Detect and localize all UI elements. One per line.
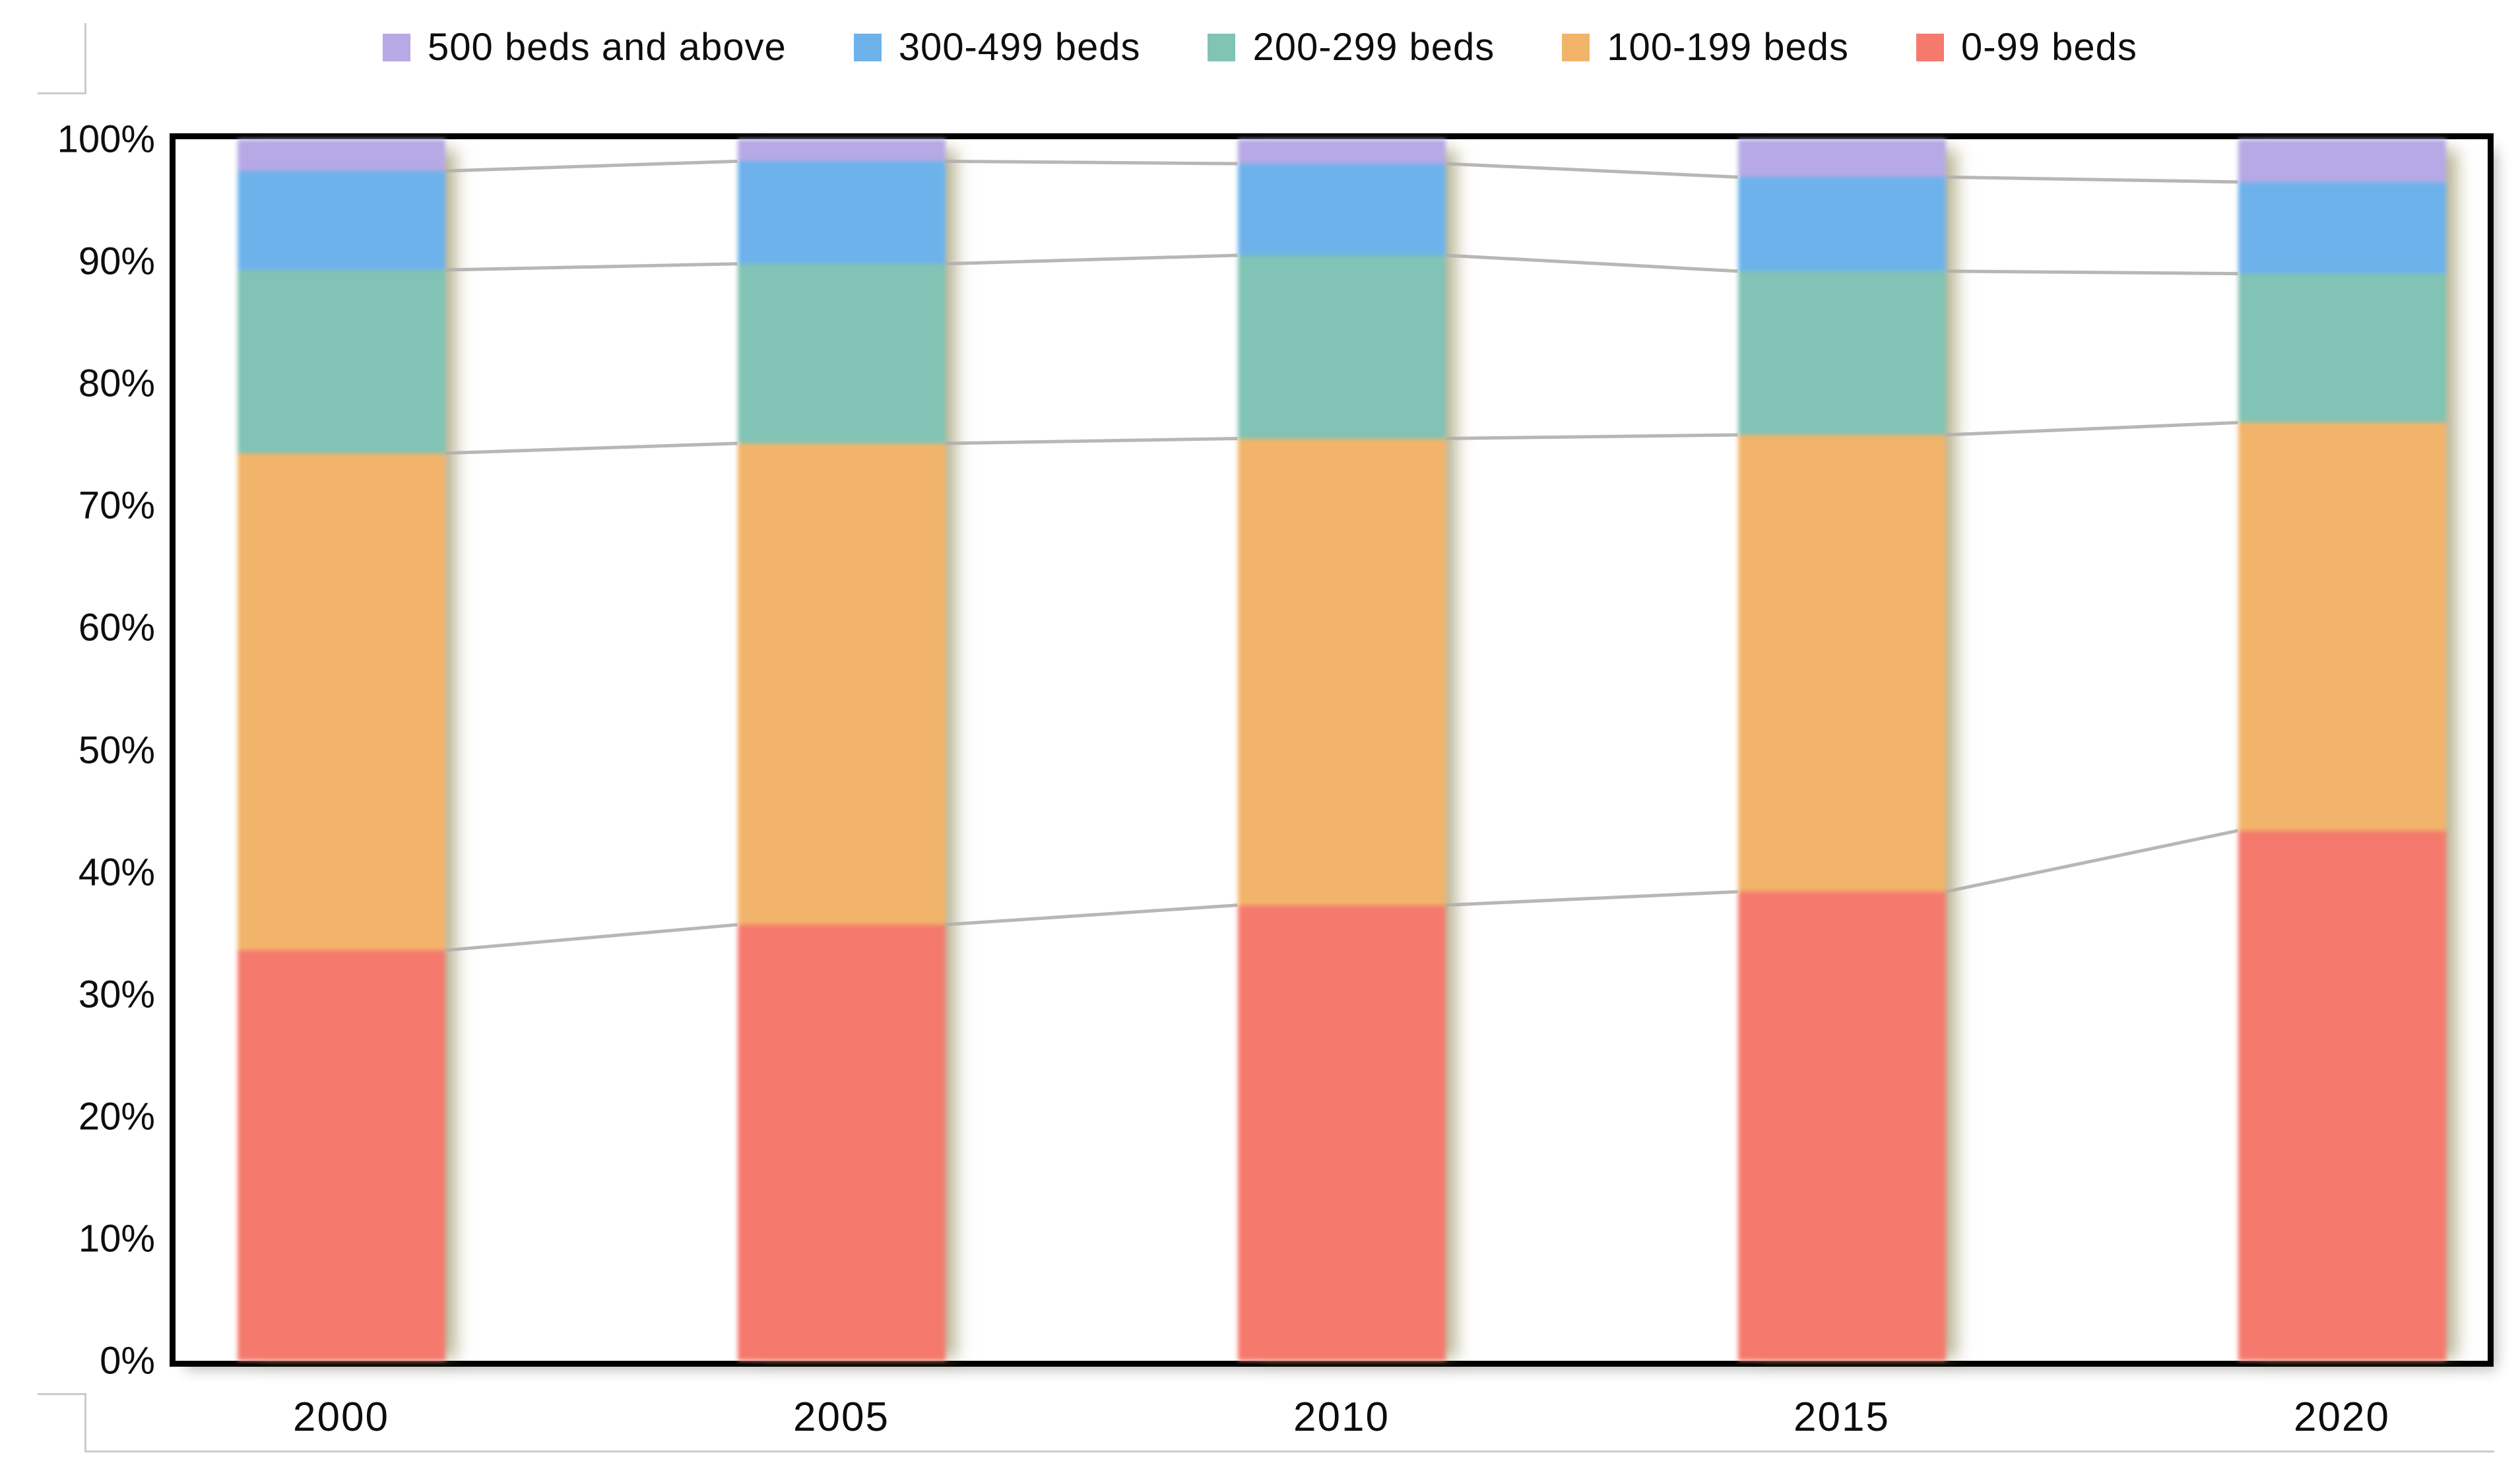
- bar-segment: [737, 161, 946, 264]
- series-connector-line: [445, 441, 738, 455]
- legend-label: 100-199 beds: [1607, 26, 1849, 69]
- series-connector-line: [1945, 175, 2238, 184]
- legend-item: 300-499 beds: [853, 25, 1141, 69]
- bar-segment: [2238, 422, 2446, 831]
- legend-item: 100-199 beds: [1562, 25, 1849, 69]
- bar-segment: [2238, 139, 2446, 182]
- series-connector-lines: [445, 159, 2239, 952]
- bar-stack-2020: [2238, 139, 2446, 1361]
- plot-inner: [176, 139, 2488, 1361]
- gridline-fragment: [38, 1393, 86, 1395]
- bar-segment: [1737, 271, 1946, 435]
- bar-segment: [1737, 177, 1946, 271]
- plot-area: [170, 133, 2494, 1367]
- bar-segment: [237, 950, 445, 1361]
- bar-segment: [237, 453, 445, 951]
- series-connector-line: [445, 159, 738, 173]
- series-connector-line: [1445, 433, 1738, 440]
- y-tick-label: 70%: [78, 484, 155, 527]
- series-connector-line: [1445, 890, 1738, 907]
- legend-swatch-icon: [1208, 33, 1236, 61]
- bar-stack-2005: [737, 139, 946, 1361]
- legend-swatch-icon: [853, 33, 882, 61]
- series-connector-line: [1445, 253, 1738, 273]
- series-connector-line: [445, 262, 738, 272]
- gridline-fragment: [84, 23, 86, 94]
- bar-segment: [237, 171, 445, 271]
- y-tick-label: 10%: [78, 1217, 155, 1260]
- bar-segment: [737, 925, 946, 1361]
- bar-segment: [237, 139, 445, 172]
- bar-segment: [2238, 273, 2446, 423]
- y-tick-label: 30%: [78, 973, 155, 1016]
- y-tick-label: 50%: [78, 729, 155, 771]
- legend-item: 200-299 beds: [1208, 25, 1495, 69]
- series-connector-line: [945, 903, 1238, 927]
- legend-swatch-icon: [1916, 33, 1944, 61]
- y-tick-label: 90%: [78, 240, 155, 283]
- y-tick-label: 40%: [78, 851, 155, 894]
- legend-swatch-icon: [1562, 33, 1590, 61]
- bar-segment: [1237, 164, 1446, 255]
- bar-segment: [1237, 438, 1446, 905]
- series-connector-line: [1945, 420, 2238, 437]
- bar-segment: [1237, 255, 1446, 439]
- legend-item: 0-99 beds: [1916, 25, 2137, 69]
- bar-stack-2015: [1737, 139, 1946, 1361]
- x-tick-label: 2000: [293, 1394, 389, 1440]
- legend-label: 500 beds and above: [428, 26, 787, 69]
- series-connector-line: [945, 159, 1238, 166]
- y-tick-label: 60%: [78, 606, 155, 649]
- bar-segment: [1737, 139, 1946, 178]
- series-connector-line: [1445, 162, 1738, 179]
- series-connector-line: [1945, 269, 2238, 276]
- bar-segment: [2238, 830, 2446, 1361]
- bar-segment: [737, 263, 946, 443]
- x-tick-label: 2020: [2294, 1394, 2390, 1440]
- bar-segment: [2238, 181, 2446, 274]
- legend-label: 300-499 beds: [898, 26, 1141, 69]
- gridline-fragment: [38, 92, 86, 94]
- bar-segment: [1737, 434, 1946, 892]
- y-tick-label: 100%: [57, 117, 155, 161]
- y-tick-label: 0%: [100, 1339, 155, 1383]
- bar-stack-2010: [1237, 139, 1446, 1361]
- bar-segment: [237, 270, 445, 453]
- series-connector-line: [445, 923, 738, 952]
- x-tick-label: 2015: [1793, 1394, 1890, 1440]
- legend-swatch-icon: [383, 33, 411, 61]
- x-tick-label: 2010: [1293, 1394, 1390, 1440]
- gridline-fragment: [84, 1393, 86, 1453]
- series-connector-line: [945, 436, 1238, 445]
- series-connector-line: [945, 253, 1238, 266]
- gridline-fragment: [84, 1451, 2494, 1453]
- y-tick-label: 20%: [78, 1095, 155, 1138]
- bar-segment: [1237, 139, 1446, 164]
- bar-segment: [737, 139, 946, 162]
- bar-segment: [1737, 892, 1946, 1361]
- legend-label: 200-299 beds: [1252, 26, 1495, 69]
- chart-legend: 500 beds and above 300-499 beds 200-299 be…: [0, 25, 2520, 69]
- bar-stack-2000: [237, 139, 445, 1361]
- bar-segment: [1237, 905, 1446, 1361]
- y-tick-label: 80%: [78, 362, 155, 405]
- series-connector-line: [1945, 829, 2239, 894]
- legend-item: 500 beds and above: [383, 25, 787, 69]
- bar-segment: [737, 443, 946, 925]
- legend-label: 0-99 beds: [1960, 26, 2137, 69]
- x-tick-label: 2005: [793, 1394, 889, 1440]
